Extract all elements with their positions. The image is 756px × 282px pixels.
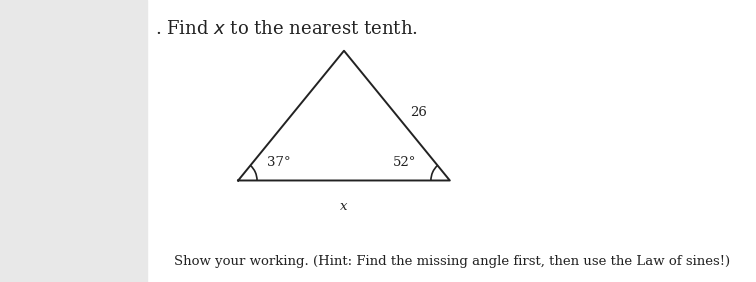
Text: 37°: 37° bbox=[267, 156, 290, 169]
Text: Show your working. (Hint: Find the missing angle first, then use the Law of sine: Show your working. (Hint: Find the missi… bbox=[174, 255, 730, 268]
Text: . Find $x$ to the nearest tenth.: . Find $x$ to the nearest tenth. bbox=[155, 20, 418, 38]
Text: x: x bbox=[340, 200, 348, 213]
Text: 26: 26 bbox=[411, 106, 427, 119]
Text: 52°: 52° bbox=[393, 156, 417, 169]
Bar bbox=[0, 0, 147, 282]
